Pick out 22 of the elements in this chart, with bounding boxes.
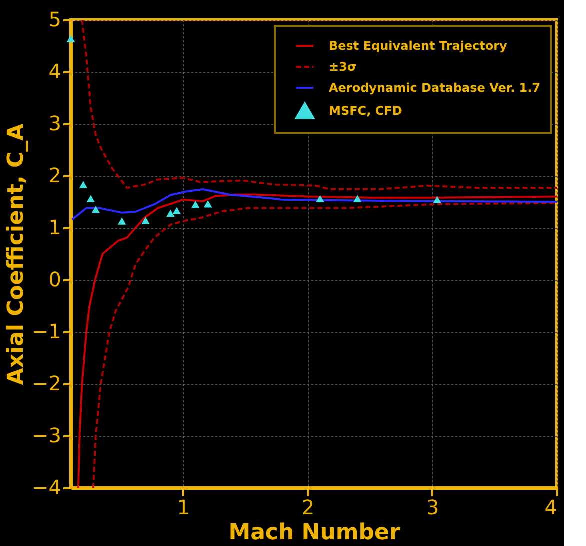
y-axis-title: Axial Coefficient, C_A	[4, 124, 30, 386]
y-tick-label: 4	[48, 60, 62, 84]
legend-label: Best Equivalent Trajectory	[329, 39, 508, 53]
y-tick-label: −1	[32, 320, 62, 344]
legend-label: MSFC, CFD	[329, 104, 402, 118]
legend-label: ±3σ	[329, 60, 357, 74]
y-tick-label: 5	[48, 8, 62, 32]
y-tick-label: 0	[48, 268, 62, 292]
y-tick-label: 1	[48, 216, 62, 240]
line-series	[71, 188, 557, 221]
y-tick-label: −4	[32, 476, 62, 500]
y-tick-label: 2	[48, 164, 62, 188]
y-tick-label: 3	[48, 112, 62, 136]
x-axis-title: Mach Number	[228, 520, 400, 546]
x-tick-label: 4	[544, 496, 558, 520]
x-tick-label: 1	[177, 496, 190, 520]
y-tick-label: −2	[32, 372, 62, 396]
y-tick-label: −3	[32, 424, 62, 448]
legend-label: Aerodynamic Database Ver. 1.7	[329, 81, 541, 95]
line-series	[81, 20, 557, 191]
x-tick-label: 3	[426, 496, 440, 520]
x-tick-label: 2	[302, 496, 315, 520]
